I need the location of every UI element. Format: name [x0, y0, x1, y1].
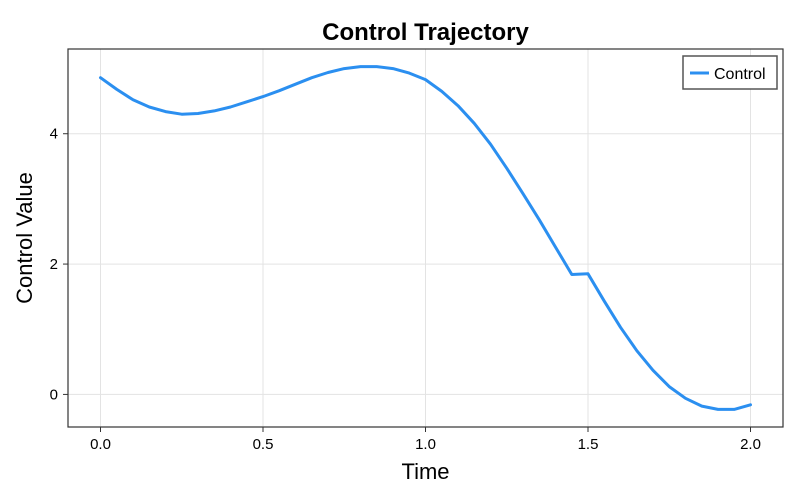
chart-title: Control Trajectory: [322, 19, 529, 46]
x-tick-label: 1.5: [578, 436, 599, 453]
x-tick-label: 0.0: [90, 436, 111, 453]
x-tick-label: 2.0: [740, 436, 761, 453]
legend: Control: [682, 55, 778, 90]
y-tick-label: 2: [50, 256, 58, 273]
series-line-control: [99, 65, 752, 411]
grid: [68, 49, 783, 427]
series-layer: [99, 65, 752, 411]
x-axis-label: Time: [401, 459, 449, 484]
y-tick-label: 4: [50, 126, 58, 143]
legend-label: Control: [714, 66, 766, 83]
y-ticks: 0 2 4: [50, 126, 68, 403]
x-tick-label: 1.0: [415, 436, 436, 453]
y-axis-label: Control Value: [12, 172, 37, 304]
y-tick-label: 0: [50, 386, 58, 403]
x-tick-label: 0.5: [253, 436, 274, 453]
x-ticks: 0.0 0.5 1.0 1.5 2.0: [90, 427, 761, 453]
